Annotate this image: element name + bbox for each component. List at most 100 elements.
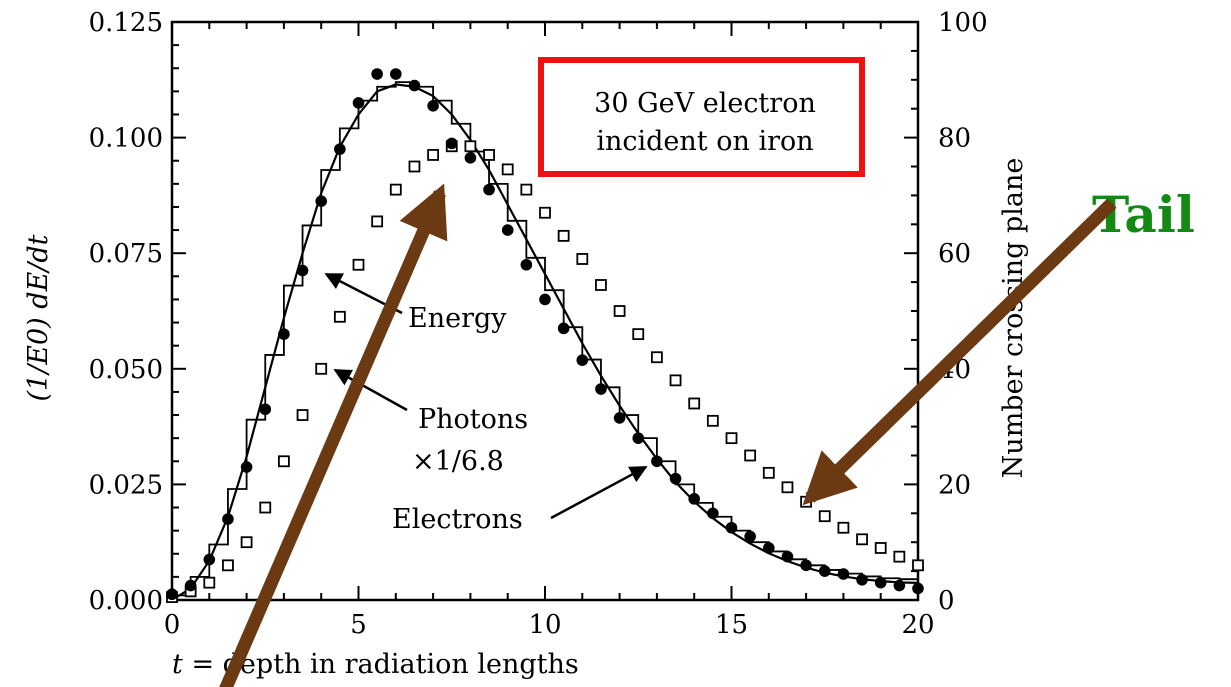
annotation-box-line-1: 30 GeV electron [594, 88, 816, 119]
y-left-tick-label: 0.125 [89, 8, 163, 38]
electron-point [800, 559, 812, 572]
electron-point [744, 530, 756, 543]
electron-point [688, 493, 700, 505]
photon-point [371, 215, 384, 228]
electrons-label: Electrons [392, 504, 523, 535]
x-tick-label: 15 [715, 610, 748, 640]
y-left-tick-label: 0.025 [89, 470, 163, 500]
electron-point [315, 195, 328, 207]
photon-point [706, 414, 719, 427]
left-axis-ticks: 0.000 0.025 0.050 0.075 0.100 0.125 [89, 8, 186, 616]
electron-point [390, 68, 402, 80]
y-right-tick-label: 60 [938, 239, 971, 269]
photon-point [613, 305, 626, 317]
x-tick-label: 10 [528, 610, 561, 640]
electron-point [856, 573, 868, 586]
electron-point [837, 568, 850, 580]
y-right-tick-label: 0 [938, 586, 955, 616]
photon-point [669, 374, 682, 387]
photon-point [389, 183, 402, 196]
photon-point [818, 510, 831, 523]
electron-point [464, 152, 477, 164]
energy-curve-series [171, 83, 919, 601]
photon-point [576, 253, 589, 265]
photon-point [427, 149, 440, 161]
electron-point [818, 565, 831, 577]
photons-label-line-1: Photons [418, 404, 528, 435]
electron-point [483, 183, 495, 196]
energy-histogram-series [171, 81, 918, 600]
electron-point [651, 455, 663, 468]
electron-point [240, 461, 253, 473]
electron-point [427, 100, 439, 112]
photon-point [800, 495, 812, 508]
photon-point [595, 279, 607, 291]
photon-point [333, 310, 346, 323]
photon-point [315, 362, 328, 375]
photon-point [837, 521, 850, 534]
electron-point [166, 588, 178, 601]
photons-series [166, 140, 924, 604]
photon-point [352, 258, 365, 271]
photon-point [240, 536, 253, 549]
electrons-arrow [550, 465, 648, 520]
photon-point [259, 501, 272, 514]
photons-label-line-2: ×1/6.8 [412, 446, 504, 477]
electron-point [781, 550, 794, 563]
electron-point [501, 224, 514, 236]
photon-point [912, 559, 924, 572]
electron-point [520, 258, 533, 271]
y-axis-title-left: (1/E0) dE/dt [23, 234, 54, 401]
photon-point [520, 183, 533, 196]
electron-point [408, 79, 421, 92]
x-axis-title-rest: = depth in radiation lengths [183, 649, 579, 680]
energy-curve-line [171, 83, 919, 601]
x-tick-label: 20 [901, 610, 934, 640]
top-axis-ticks [171, 22, 919, 36]
photon-point [222, 559, 234, 572]
x-axis-title: t = depth in radiation lengths [172, 649, 579, 680]
photon-point [893, 550, 906, 563]
annotation-box [538, 57, 865, 177]
photon-point [781, 481, 794, 494]
electron-point [352, 97, 365, 109]
energy-histogram-line [171, 81, 918, 600]
photon-point [725, 432, 738, 445]
electron-point [613, 412, 626, 424]
photons-arrow [333, 368, 408, 412]
tail-arrow [802, 198, 1117, 506]
annotation-box-line-2: incident on iron [596, 126, 813, 157]
electron-point [576, 354, 589, 366]
y-left-tick-label: 0.075 [89, 239, 163, 269]
electron-point [725, 521, 738, 534]
electron-point [874, 576, 887, 589]
y-right-tick-label: 80 [938, 124, 971, 154]
electron-point [184, 579, 197, 592]
photon-point [688, 397, 701, 410]
y-left-tick-label: 0.100 [89, 124, 163, 154]
electron-point [557, 322, 570, 335]
electron-point [707, 507, 719, 520]
y-left-tick-label: 0.000 [89, 586, 163, 616]
y-left-tick-label: 0.050 [89, 355, 163, 385]
photon-point [557, 229, 570, 242]
electron-point [259, 403, 272, 416]
electron-point [203, 553, 216, 566]
electron-point [763, 542, 775, 554]
photon-point [464, 140, 477, 153]
electron-point [893, 579, 906, 592]
photon-point [483, 149, 495, 161]
electron-point [222, 513, 234, 525]
photon-point [277, 455, 290, 468]
y-right-tick-label: 100 [938, 8, 988, 38]
y-right-tick-label: 20 [938, 470, 971, 500]
electron-point [539, 293, 551, 306]
photon-point [408, 160, 421, 173]
electron-point [296, 264, 309, 277]
x-tick-label: 0 [164, 610, 181, 640]
photon-point [874, 542, 887, 554]
photon-point [632, 328, 645, 341]
photon-point [539, 206, 551, 219]
